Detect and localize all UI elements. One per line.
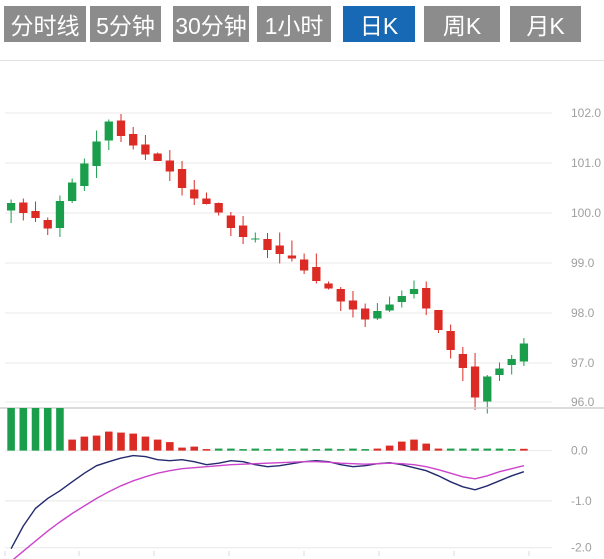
svg-text:-1.0: -1.0 — [571, 494, 592, 508]
svg-text:98.0: 98.0 — [571, 306, 595, 320]
svg-text:101.0: 101.0 — [571, 156, 601, 170]
svg-text:99.0: 99.0 — [571, 256, 595, 270]
svg-text:100.0: 100.0 — [571, 206, 601, 220]
svg-text:102.0: 102.0 — [571, 106, 601, 120]
svg-text:-2.0: -2.0 — [571, 541, 592, 555]
svg-text:97.0: 97.0 — [571, 356, 595, 370]
svg-text:96.0: 96.0 — [571, 395, 595, 409]
svg-text:0.0: 0.0 — [571, 444, 588, 458]
